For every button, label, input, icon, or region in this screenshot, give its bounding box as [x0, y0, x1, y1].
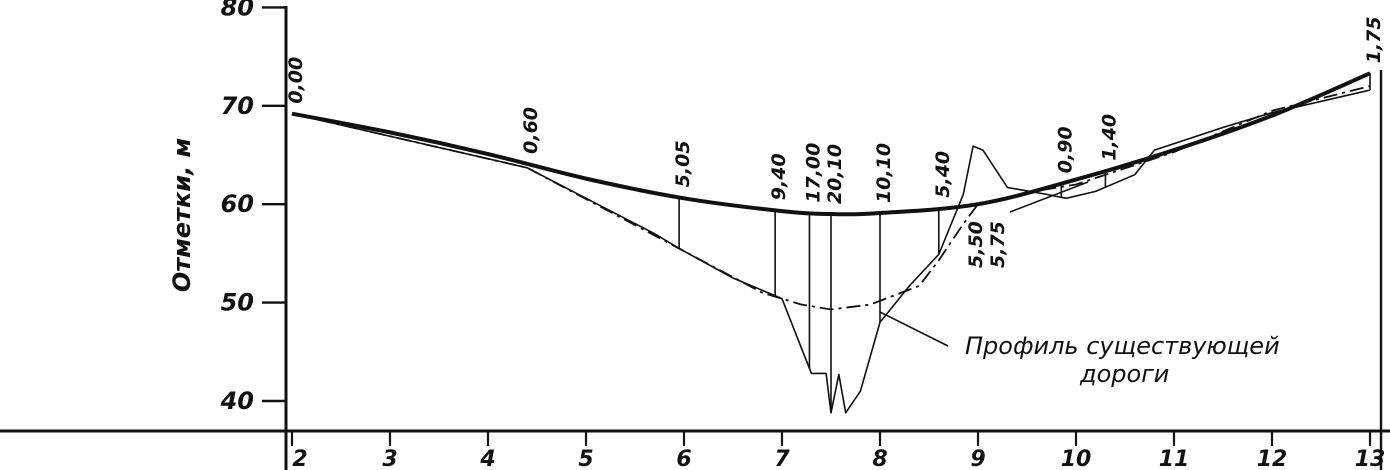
side-label-5-50: 5,50	[965, 221, 987, 268]
x-tick-label-6: 6	[676, 447, 691, 470]
x-tick-label-7: 7	[774, 447, 790, 470]
value-label-4: 17,00	[802, 143, 824, 203]
value-label-3: 9,40	[768, 153, 790, 200]
existing-road-profile-line	[291, 85, 1371, 311]
callout-line2: дороги	[1079, 360, 1169, 388]
callout-leader	[879, 311, 949, 347]
x-tick-label-12: 12	[1257, 447, 1288, 470]
side-label-leader	[1009, 181, 1089, 213]
y-tick-label-50: 50	[221, 289, 254, 317]
value-label-2: 5,05	[672, 140, 694, 187]
value-label-10: 1,75	[1363, 16, 1385, 63]
value-label-9: 1,40	[1098, 114, 1120, 161]
x-tick-label-4: 4	[479, 447, 495, 470]
x-tick-label-11: 11	[1159, 447, 1190, 470]
y-tick-label-70: 70	[221, 92, 254, 120]
value-label-1: 0,60	[520, 107, 542, 154]
value-marks: 0,00 0,60 5,05 9,40 17,00 20,10 10,10 5,40 0,90 1…	[285, 16, 1385, 413]
value-label-0: 0,00	[285, 57, 307, 104]
value-label-8: 0,90	[1054, 126, 1076, 173]
value-label-5: 20,10	[824, 144, 846, 204]
y-tick-label-60: 60	[221, 190, 254, 218]
x-tick-label-9: 9	[970, 447, 985, 470]
x-tick-label-13: 13	[1355, 447, 1386, 470]
value-label-7: 5,40	[932, 151, 954, 198]
y-axis-label: Отметки, м	[168, 138, 196, 292]
callout-line1: Профиль существующей	[965, 332, 1280, 360]
x-tick-label-8: 8	[872, 447, 887, 470]
x-tick-label-3: 3	[382, 447, 397, 470]
side-label-5-75: 5,75	[987, 221, 1009, 268]
x-tick-label-10: 10	[1061, 447, 1092, 470]
x-tick-label-2: 2	[292, 447, 307, 470]
x-tick-label-5: 5	[578, 447, 593, 470]
y-tick-label-40: 40	[220, 387, 254, 415]
value-label-6: 10,10	[873, 143, 895, 203]
y-tick-label-80: 80	[221, 0, 254, 21]
